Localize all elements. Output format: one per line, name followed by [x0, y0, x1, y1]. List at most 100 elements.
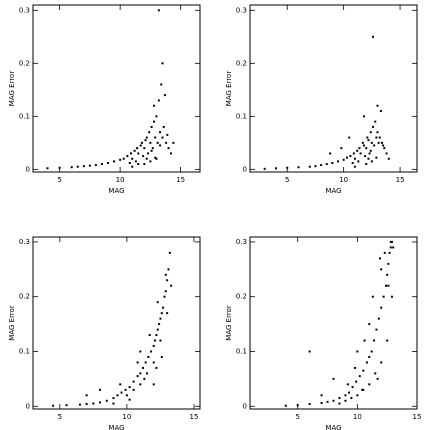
point — [154, 156, 157, 159]
point — [116, 394, 119, 397]
point — [141, 366, 144, 369]
point — [363, 339, 366, 342]
y-tick-label: 0 — [26, 165, 30, 173]
point — [165, 141, 168, 144]
point — [155, 366, 158, 369]
point — [371, 35, 374, 38]
point — [388, 251, 391, 254]
point — [380, 361, 383, 364]
point — [296, 404, 299, 407]
point — [139, 350, 142, 353]
point — [139, 144, 142, 147]
point — [155, 334, 158, 337]
y-tick-label: 0.3 — [236, 238, 247, 246]
point — [387, 157, 390, 160]
point — [375, 156, 378, 159]
point — [160, 312, 163, 315]
point — [145, 136, 148, 139]
point — [162, 125, 165, 128]
point — [78, 403, 81, 406]
point — [382, 295, 385, 298]
point — [88, 164, 91, 167]
point — [351, 386, 354, 389]
point — [379, 257, 382, 260]
point — [99, 401, 102, 404]
point — [140, 141, 143, 144]
x-tick-label: 10 — [116, 176, 125, 184]
point — [348, 136, 351, 139]
y-tick-label: 0.2 — [236, 59, 247, 67]
point — [274, 167, 277, 170]
y-tick-label: 0.3 — [236, 6, 247, 14]
point — [365, 147, 368, 150]
point — [156, 328, 159, 331]
point — [332, 377, 335, 380]
point — [380, 306, 383, 309]
point — [359, 152, 362, 155]
x-axis-label: MAG — [325, 424, 341, 430]
point — [375, 328, 378, 331]
point — [149, 141, 152, 144]
point — [375, 136, 378, 139]
point — [144, 139, 147, 142]
point — [147, 355, 150, 358]
point — [376, 104, 379, 107]
point — [164, 290, 167, 293]
point — [329, 152, 332, 155]
point — [128, 161, 131, 164]
point — [92, 402, 95, 405]
point — [152, 345, 155, 348]
point — [389, 240, 392, 243]
point — [370, 141, 373, 144]
x-tick-label: 15 — [413, 413, 422, 421]
point — [164, 273, 167, 276]
x-axis-label: MAG — [325, 187, 341, 195]
point — [65, 404, 68, 407]
point — [163, 94, 166, 97]
point — [85, 403, 88, 406]
y-tick-label: 0 — [243, 165, 247, 173]
point — [387, 262, 390, 265]
point — [361, 388, 364, 391]
y-tick-label: 0.1 — [19, 347, 30, 355]
point — [113, 160, 116, 163]
x-tick-label: 5 — [58, 413, 62, 421]
y-tick-label: 0.2 — [19, 293, 30, 301]
y-tick-label: 0.3 — [19, 238, 30, 246]
point — [159, 144, 162, 147]
point — [369, 149, 372, 152]
point — [158, 323, 161, 326]
point — [119, 383, 122, 386]
point — [368, 323, 371, 326]
point — [351, 161, 354, 164]
y-tick-label: 0.2 — [236, 293, 247, 301]
point — [161, 136, 164, 139]
point — [163, 295, 166, 298]
point — [161, 62, 164, 65]
x-tick-label: 5 — [285, 176, 289, 184]
point — [82, 165, 85, 168]
point — [356, 149, 359, 152]
point — [139, 383, 142, 386]
point — [368, 355, 371, 358]
point — [134, 160, 137, 163]
point — [362, 369, 365, 372]
y-axis-label: MAG Error — [225, 305, 233, 341]
point — [364, 155, 367, 158]
point — [387, 284, 390, 287]
point — [100, 163, 103, 166]
point — [340, 147, 343, 150]
point — [371, 295, 374, 298]
point — [136, 361, 139, 364]
point — [157, 9, 160, 12]
point — [154, 339, 157, 342]
point — [356, 350, 359, 353]
point — [162, 306, 165, 309]
point — [358, 375, 361, 378]
point — [369, 131, 372, 134]
plot-frame — [32, 4, 201, 173]
point — [386, 273, 389, 276]
point — [365, 361, 368, 364]
point — [137, 152, 140, 155]
point — [353, 366, 356, 369]
